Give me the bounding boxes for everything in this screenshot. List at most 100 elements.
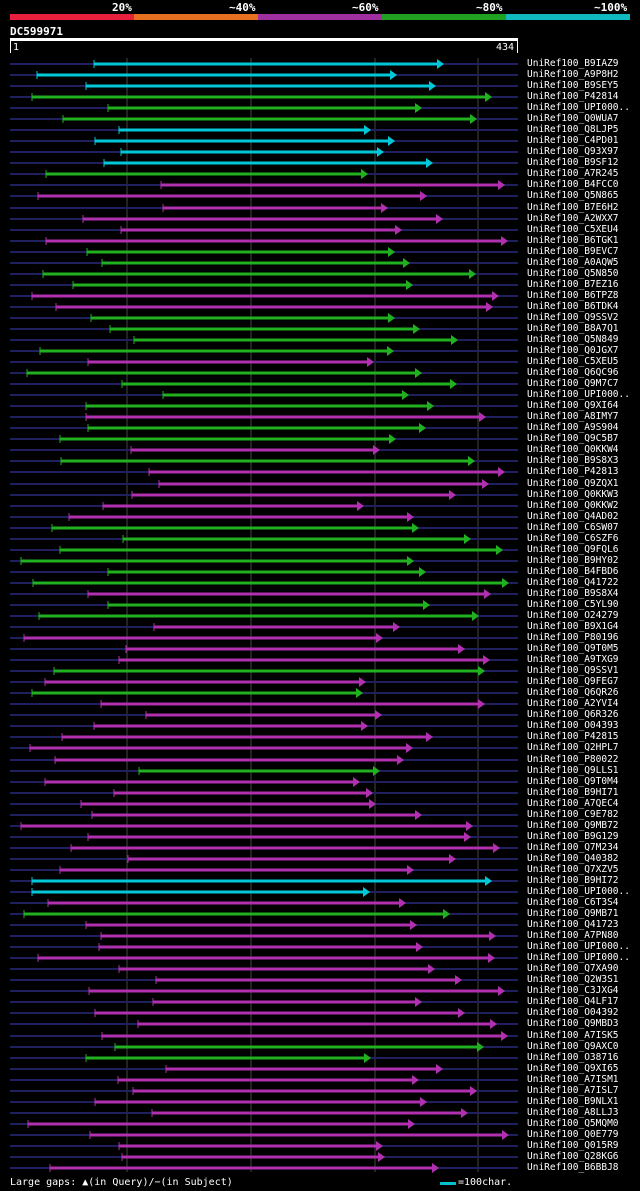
hit-label[interactable]: UniRef100_A9P8H2	[527, 69, 619, 80]
hit-label[interactable]: UniRef100_Q5N850	[527, 268, 619, 279]
hit-label[interactable]: UniRef100_C4PD01	[527, 135, 619, 146]
hit-label[interactable]: UniRef100_Q0WUA7	[527, 113, 619, 124]
hit-label[interactable]: UniRef100_Q7XZV5	[527, 864, 619, 875]
hit-label[interactable]: UniRef100_O24279	[527, 610, 619, 621]
hit-label[interactable]: UniRef100_Q0JGX7	[527, 345, 619, 356]
hit-label[interactable]: UniRef100_B6TGK1	[527, 235, 619, 246]
hit-label[interactable]: UniRef100_Q4AD02	[527, 511, 619, 522]
hit-label[interactable]: UniRef100_C6SW07	[527, 522, 619, 533]
hit-label[interactable]: UniRef100_P80022	[527, 754, 619, 765]
hit-label[interactable]: UniRef100_Q9MB71	[527, 908, 619, 919]
hit-label[interactable]: UniRef100_A7PN80	[527, 930, 619, 941]
hit-label[interactable]: UniRef100_A2YVI4	[527, 698, 619, 709]
hit-label[interactable]: UniRef100_Q0KKW3	[527, 489, 619, 500]
hit-label[interactable]: UniRef100_Q28KG6	[527, 1151, 619, 1162]
hit-label[interactable]: UniRef100_A0AQW5	[527, 257, 619, 268]
hit-label[interactable]: UniRef100_Q7XA90	[527, 963, 619, 974]
hit-label[interactable]: UniRef100_A7ISM1	[527, 1074, 619, 1085]
hit-label[interactable]: UniRef100_Q8LJP5	[527, 124, 619, 135]
hit-label[interactable]: UniRef100_Q9M7C7	[527, 378, 619, 389]
hit-label[interactable]: UniRef100_UPI000..	[527, 886, 630, 897]
hit-label[interactable]: UniRef100_B9SEY5	[527, 80, 619, 91]
hit-label[interactable]: UniRef100_Q2HPL7	[527, 742, 619, 753]
hit-label[interactable]: UniRef100_B9EVC7	[527, 246, 619, 257]
hit-label[interactable]: UniRef100_A9S904	[527, 422, 619, 433]
hit-label[interactable]: UniRef100_UPI000..	[527, 941, 630, 952]
hit-label[interactable]: UniRef100_B6BBJ8	[527, 1162, 619, 1173]
hit-label[interactable]: UniRef100_A8LLJ3	[527, 1107, 619, 1118]
hit-label[interactable]: UniRef100_B7EZ16	[527, 279, 619, 290]
hit-label[interactable]: UniRef100_P80196	[527, 632, 619, 643]
hit-label[interactable]: UniRef100_Q6QR26	[527, 687, 619, 698]
hit-label[interactable]: UniRef100_Q6QC96	[527, 367, 619, 378]
hit-label[interactable]: UniRef100_Q5N849	[527, 334, 619, 345]
hit-label[interactable]: UniRef100_C5XEU4	[527, 224, 619, 235]
hit-label[interactable]: UniRef100_Q41723	[527, 919, 619, 930]
hit-label[interactable]: UniRef100_Q9MBD3	[527, 1018, 619, 1029]
hit-label[interactable]: UniRef100_Q5N865	[527, 190, 619, 201]
hit-label[interactable]: UniRef100_B9SF12	[527, 157, 619, 168]
hit-label[interactable]: UniRef100_B4FCC0	[527, 179, 619, 190]
hit-label[interactable]: UniRef100_Q9SSV1	[527, 665, 619, 676]
hit-label[interactable]: UniRef100_O04393	[527, 720, 619, 731]
hit-label[interactable]: UniRef100_Q40382	[527, 853, 619, 864]
hit-label[interactable]: UniRef100_B9G129	[527, 831, 619, 842]
hit-label[interactable]: UniRef100_C3JXG4	[527, 985, 619, 996]
hit-label[interactable]: UniRef100_B9HI72	[527, 875, 619, 886]
hit-label[interactable]: UniRef100_B7E6H2	[527, 202, 619, 213]
hit-label[interactable]: UniRef100_B9S8X4	[527, 588, 619, 599]
hit-label[interactable]: UniRef100_B9HY02	[527, 555, 619, 566]
hit-label[interactable]: UniRef100_Q0KKW2	[527, 500, 619, 511]
hit-label[interactable]: UniRef100_B9S8X3	[527, 455, 619, 466]
hit-label[interactable]: UniRef100_B9HI71	[527, 787, 619, 798]
hit-label[interactable]: UniRef100_P42815	[527, 731, 619, 742]
hit-label[interactable]: UniRef100_UPI000..	[527, 102, 630, 113]
hit-label[interactable]: UniRef100_A7ISK5	[527, 1030, 619, 1041]
hit-label[interactable]: UniRef100_A8IMY7	[527, 411, 619, 422]
hit-label[interactable]: UniRef100_B4FBD6	[527, 566, 619, 577]
hit-label[interactable]: UniRef100_C5XEU5	[527, 356, 619, 367]
hit-label[interactable]: UniRef100_Q6R326	[527, 709, 619, 720]
hit-label[interactable]: UniRef100_Q0E779	[527, 1129, 619, 1140]
hit-label[interactable]: UniRef100_C6SZF6	[527, 533, 619, 544]
hit-label[interactable]: UniRef100_UPI000..	[527, 952, 630, 963]
hit-label[interactable]: UniRef100_A7R245	[527, 168, 619, 179]
hit-label[interactable]: UniRef100_A2WXX7	[527, 213, 619, 224]
hit-label[interactable]: UniRef100_Q93X97	[527, 146, 619, 157]
hit-label[interactable]: UniRef100_Q9MB72	[527, 820, 619, 831]
hit-label[interactable]: UniRef100_Q9XI64	[527, 400, 619, 411]
hit-label[interactable]: UniRef100_B6TDK4	[527, 301, 619, 312]
hit-label[interactable]: UniRef100_A7QEC4	[527, 798, 619, 809]
hit-label[interactable]: UniRef100_C5YL90	[527, 599, 619, 610]
hit-label[interactable]: UniRef100_A7ISL7	[527, 1085, 619, 1096]
hit-label[interactable]: UniRef100_Q9C5B7	[527, 433, 619, 444]
hit-label[interactable]: UniRef100_Q9LLS1	[527, 765, 619, 776]
hit-label[interactable]: UniRef100_Q9XI65	[527, 1063, 619, 1074]
hit-label[interactable]: UniRef100_B9NLX1	[527, 1096, 619, 1107]
hit-label[interactable]: UniRef100_UPI000..	[527, 389, 630, 400]
hit-label[interactable]: UniRef100_B8A7Q1	[527, 323, 619, 334]
hit-label[interactable]: UniRef100_Q9FEG7	[527, 676, 619, 687]
hit-label[interactable]: UniRef100_Q9SSV2	[527, 312, 619, 323]
hit-label[interactable]: UniRef100_B9IAZ9	[527, 58, 619, 69]
hit-label[interactable]: UniRef100_P42813	[527, 466, 619, 477]
hit-label[interactable]: UniRef100_C9E782	[527, 809, 619, 820]
hit-label[interactable]: UniRef100_Q2W3S1	[527, 974, 619, 985]
hit-label[interactable]: UniRef100_Q5MQM0	[527, 1118, 619, 1129]
hit-label[interactable]: UniRef100_Q9T0M5	[527, 643, 619, 654]
hit-label[interactable]: UniRef100_Q9AXC0	[527, 1041, 619, 1052]
hit-label[interactable]: UniRef100_O04392	[527, 1007, 619, 1018]
hit-label[interactable]: UniRef100_Q015R9	[527, 1140, 619, 1151]
hit-label[interactable]: UniRef100_Q9FQL6	[527, 544, 619, 555]
hit-label[interactable]: UniRef100_Q9T0M4	[527, 776, 619, 787]
hit-label[interactable]: UniRef100_B6TPZ8	[527, 290, 619, 301]
hit-label[interactable]: UniRef100_P42814	[527, 91, 619, 102]
hit-label[interactable]: UniRef100_Q4LF17	[527, 996, 619, 1007]
hit-label[interactable]: UniRef100_Q9ZQX1	[527, 478, 619, 489]
hit-label[interactable]: UniRef100_O38716	[527, 1052, 619, 1063]
hit-label[interactable]: UniRef100_B9X1G4	[527, 621, 619, 632]
hit-label[interactable]: UniRef100_Q7M234	[527, 842, 619, 853]
hit-label[interactable]: UniRef100_C6T3S4	[527, 897, 619, 908]
hit-label[interactable]: UniRef100_Q41722	[527, 577, 619, 588]
hit-label[interactable]: UniRef100_Q0KKW4	[527, 444, 619, 455]
